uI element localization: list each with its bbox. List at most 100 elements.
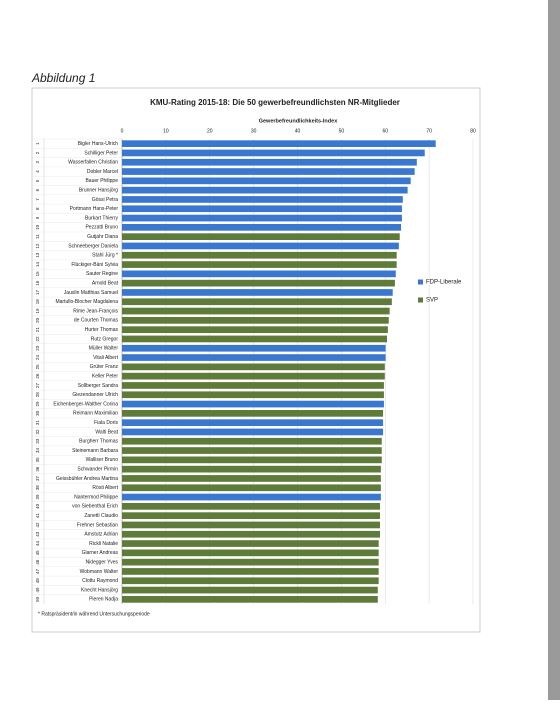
rank-label: 1 (35, 142, 40, 145)
y-tick-label: Schwander Pirmin (77, 466, 118, 472)
rank-label: 44 (35, 541, 40, 547)
x-tick-label: 40 (295, 128, 301, 134)
y-tick-label: Burgherr Thomas (79, 439, 118, 445)
bar (122, 261, 397, 268)
rank-label: 23 (35, 345, 40, 351)
y-tick-label: von Siebenthal Erich (72, 504, 118, 510)
y-tick-label: Müller Walter (89, 346, 119, 352)
bar (122, 140, 436, 147)
rank-label: 43 (35, 531, 40, 537)
y-tick-label: Burkart Thierry (85, 215, 118, 221)
y-tick-label: Geissbühler Andrea Martina (56, 476, 118, 482)
y-tick-label: Nantermod Philippe (74, 494, 118, 500)
bar (122, 447, 382, 454)
y-tick-label: Sollberger Sandra (78, 383, 119, 389)
rank-label: 19 (35, 308, 40, 314)
rank-label: 9 (35, 216, 40, 219)
y-tick-label: Gössi Petra (92, 197, 118, 203)
bar (122, 372, 385, 380)
rank-label: 39 (35, 494, 40, 500)
rank-label: 25 (35, 364, 40, 370)
rank-label: 41 (35, 513, 40, 519)
rank-label: 11 (35, 234, 40, 239)
y-tick-label: Rime Jean-François (73, 308, 118, 314)
rank-label: 15 (35, 271, 40, 277)
rank-label: 48 (35, 578, 40, 584)
y-tick-label: Giezendanner Ulrich (72, 392, 118, 398)
rank-label: 34 (35, 448, 40, 454)
footnote: * Ratspräsident/in während Untersuchungs… (38, 611, 150, 617)
y-tick-label: Schneeberger Daniela (68, 243, 118, 249)
rank-label: 24 (35, 355, 40, 361)
legend-swatch (418, 279, 423, 285)
rank-label: 20 (35, 317, 40, 323)
y-tick-label: Rösti Albert (92, 485, 118, 491)
legend-label: FDP-Liberale (426, 280, 462, 286)
y-tick-label: Dobler Marcel (87, 169, 118, 175)
x-tick-label: 10 (163, 128, 169, 134)
rank-label: 17 (35, 289, 40, 295)
y-tick-label: Sauter Regine (86, 271, 118, 277)
bar (122, 158, 417, 166)
y-tick-label: Brunner Hansjörg (79, 187, 118, 193)
y-tick-label: Gutjahr Diana (87, 234, 118, 240)
rank-label: 42 (35, 522, 40, 528)
bar (122, 410, 384, 417)
bar (122, 400, 384, 408)
bar (122, 428, 384, 436)
rank-label: 5 (35, 179, 40, 182)
y-tick-label: Reimann Maximilian (73, 411, 118, 417)
bar (122, 596, 378, 603)
legend-label: SVP (426, 298, 438, 304)
bar (122, 493, 381, 501)
rank-label: 16 (35, 280, 40, 286)
rank-label: 29 (35, 401, 40, 407)
rank-label: 21 (35, 327, 40, 333)
bar (122, 298, 392, 306)
bar (122, 456, 382, 464)
bar (122, 344, 386, 352)
bar (122, 354, 386, 361)
bar (122, 558, 379, 566)
y-tick-label: Martullo-Blocher Magdalena (55, 299, 118, 305)
legend-swatch (418, 297, 423, 303)
x-tick-label: 0 (121, 128, 124, 134)
y-tick-label: Clottu Raymond (82, 578, 118, 584)
rank-label: 3 (35, 161, 40, 164)
y-tick-label: Bigler Hans-Ulrich (78, 141, 119, 147)
bar (122, 335, 388, 343)
rank-label: 38 (35, 485, 40, 491)
bar (122, 577, 379, 585)
rank-label: 2 (35, 151, 40, 154)
rank-label: 28 (35, 392, 40, 398)
y-tick-label: Knecht Hansjörg (81, 587, 118, 593)
bar (122, 317, 389, 324)
y-tick-label: Eichenberger-Walther Corina (53, 401, 118, 407)
rank-label: 49 (35, 587, 40, 593)
y-tick-label: Keller Peter (92, 373, 118, 379)
y-tick-label: Rutz Gregor (91, 336, 119, 342)
rank-label: 12 (35, 243, 40, 249)
bar (122, 419, 384, 426)
page-edge (548, 0, 560, 700)
y-tick-label: Jauslin Matthias Samuel (64, 290, 118, 296)
bar (122, 382, 384, 389)
bar (122, 391, 384, 399)
bar (122, 196, 403, 203)
rank-label: 18 (35, 299, 40, 305)
bar (122, 214, 402, 222)
y-tick-label: Steinemann Barbara (72, 448, 118, 454)
bar (122, 149, 425, 157)
y-tick-label: Frehner Sebastian (77, 522, 118, 528)
bar (122, 530, 380, 538)
y-tick-label: Flückiger-Bäni Sylvia (71, 262, 118, 268)
bar (122, 279, 395, 287)
y-tick-label: de Courten Thomas (74, 318, 119, 324)
rank-label: 30 (35, 410, 40, 416)
y-tick-label: Arnold Beat (92, 280, 119, 286)
bar (122, 186, 408, 194)
x-tick-label: 60 (382, 128, 388, 134)
bar (122, 224, 402, 231)
bar (122, 270, 396, 278)
x-tick-label: 20 (207, 128, 213, 134)
